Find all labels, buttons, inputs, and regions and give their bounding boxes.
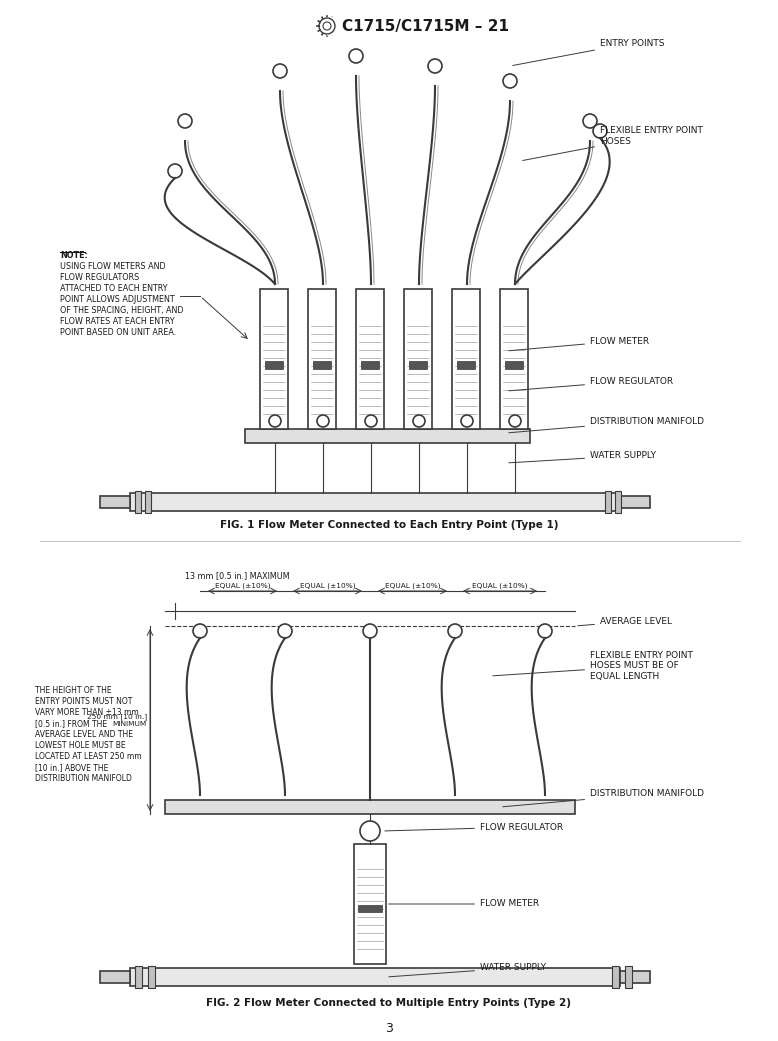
Text: THE HEIGHT OF THE: THE HEIGHT OF THE — [35, 686, 111, 695]
Text: VARY MORE THAN ±13 mm: VARY MORE THAN ±13 mm — [35, 708, 138, 717]
Circle shape — [193, 624, 207, 638]
Bar — [409, 361, 427, 369]
Circle shape — [168, 164, 182, 178]
Bar — [145, 491, 151, 513]
Circle shape — [317, 415, 329, 427]
Circle shape — [273, 64, 287, 78]
Text: ENTRY POINTS MUST NOT: ENTRY POINTS MUST NOT — [35, 697, 132, 706]
Bar — [457, 361, 475, 369]
Circle shape — [593, 124, 607, 138]
Text: FLEXIBLE ENTRY POINT
HOSES: FLEXIBLE ENTRY POINT HOSES — [523, 126, 703, 160]
Circle shape — [509, 415, 521, 427]
Bar — [354, 844, 386, 964]
Circle shape — [363, 624, 377, 638]
Text: FLEXIBLE ENTRY POINT
HOSES MUST BE OF
EQUAL LENGTH: FLEXIBLE ENTRY POINT HOSES MUST BE OF EQ… — [492, 651, 693, 681]
Text: FLOW METER: FLOW METER — [389, 899, 539, 909]
Text: POINT BASED ON UNIT AREA.: POINT BASED ON UNIT AREA. — [60, 328, 177, 337]
Text: FLOW METER: FLOW METER — [509, 336, 649, 351]
Bar — [135, 491, 141, 513]
Circle shape — [413, 415, 425, 427]
Bar — [361, 361, 379, 369]
Bar — [615, 491, 621, 513]
Bar — [620, 496, 650, 508]
Circle shape — [178, 115, 192, 128]
Bar — [505, 361, 523, 369]
Text: EQUAL (±10%): EQUAL (±10%) — [472, 583, 527, 589]
Bar — [130, 968, 620, 986]
Bar — [356, 289, 384, 429]
Circle shape — [583, 115, 597, 128]
Text: 13 mm [0.5 in.] MAXIMUM: 13 mm [0.5 in.] MAXIMUM — [185, 572, 289, 581]
Text: USING FLOW METERS AND: USING FLOW METERS AND — [60, 262, 166, 271]
Text: WATER SUPPLY: WATER SUPPLY — [389, 964, 546, 976]
Bar — [358, 905, 382, 912]
Bar — [308, 289, 336, 429]
Text: [0.5 in.] FROM THE: [0.5 in.] FROM THE — [35, 719, 107, 728]
Circle shape — [448, 624, 462, 638]
Text: 3: 3 — [385, 1022, 393, 1036]
Text: FIG. 1 Flow Meter Connected to Each Entry Point (Type 1): FIG. 1 Flow Meter Connected to Each Entr… — [219, 520, 559, 530]
Bar — [452, 289, 480, 429]
Text: DISTRIBUTION MANIFOLD: DISTRIBUTION MANIFOLD — [509, 416, 704, 433]
Text: EQUAL (±10%): EQUAL (±10%) — [215, 583, 270, 589]
Text: FLOW REGULATOR: FLOW REGULATOR — [385, 822, 563, 832]
Text: C1715/C1715M – 21: C1715/C1715M – 21 — [342, 19, 509, 33]
Text: DISTRIBUTION MANIFOLD: DISTRIBUTION MANIFOLD — [35, 775, 132, 783]
Text: EQUAL (±10%): EQUAL (±10%) — [384, 583, 440, 589]
Text: [10 in.] ABOVE THE: [10 in.] ABOVE THE — [35, 763, 108, 772]
Bar — [620, 971, 650, 983]
Bar — [260, 289, 288, 429]
Bar — [100, 496, 130, 508]
Bar — [130, 493, 620, 511]
Bar — [313, 361, 331, 369]
Circle shape — [538, 624, 552, 638]
Bar — [500, 289, 528, 429]
Circle shape — [360, 821, 380, 841]
Text: FLOW REGULATOR: FLOW REGULATOR — [509, 377, 673, 390]
Text: ATTACHED TO EACH ENTRY: ATTACHED TO EACH ENTRY — [60, 284, 167, 293]
Bar — [625, 966, 632, 988]
Bar — [605, 491, 611, 513]
Bar — [148, 966, 155, 988]
Bar — [165, 799, 575, 814]
Text: LOCATED AT LEAST 250 mm: LOCATED AT LEAST 250 mm — [35, 752, 142, 761]
Text: POINT ALLOWS ADJUSTMENT: POINT ALLOWS ADJUSTMENT — [60, 295, 174, 304]
Text: FIG. 2 Flow Meter Connected to Multiple Entry Points (Type 2): FIG. 2 Flow Meter Connected to Multiple … — [206, 998, 572, 1008]
Text: DISTRIBUTION MANIFOLD: DISTRIBUTION MANIFOLD — [503, 789, 704, 807]
Circle shape — [428, 59, 442, 73]
Text: AVERAGE LEVEL: AVERAGE LEVEL — [578, 616, 672, 626]
Text: WATER SUPPLY: WATER SUPPLY — [509, 452, 656, 463]
Text: ENTRY POINTS: ENTRY POINTS — [513, 39, 664, 66]
Text: AVERAGE LEVEL AND THE: AVERAGE LEVEL AND THE — [35, 730, 133, 739]
Bar — [612, 966, 619, 988]
Text: EQUAL (±10%): EQUAL (±10%) — [300, 583, 356, 589]
Bar — [245, 429, 530, 443]
Text: LOWEST HOLE MUST BE: LOWEST HOLE MUST BE — [35, 741, 125, 750]
Text: 250 mm [10 in.]
MINIMUM: 250 mm [10 in.] MINIMUM — [87, 713, 147, 727]
Circle shape — [269, 415, 281, 427]
Text: FLOW RATES AT EACH ENTRY: FLOW RATES AT EACH ENTRY — [60, 318, 174, 326]
Text: NOTE:: NOTE: — [60, 251, 88, 260]
Text: ⬤: ⬤ — [319, 17, 341, 35]
Circle shape — [365, 415, 377, 427]
Circle shape — [349, 49, 363, 64]
Bar — [135, 966, 142, 988]
Bar — [265, 361, 283, 369]
Text: OF THE SPACING, HEIGHT, AND: OF THE SPACING, HEIGHT, AND — [60, 306, 184, 315]
Bar — [100, 971, 130, 983]
Circle shape — [461, 415, 473, 427]
Bar — [404, 289, 432, 429]
Text: FLOW REGULATORS: FLOW REGULATORS — [60, 273, 139, 282]
Circle shape — [503, 74, 517, 88]
Circle shape — [278, 624, 292, 638]
